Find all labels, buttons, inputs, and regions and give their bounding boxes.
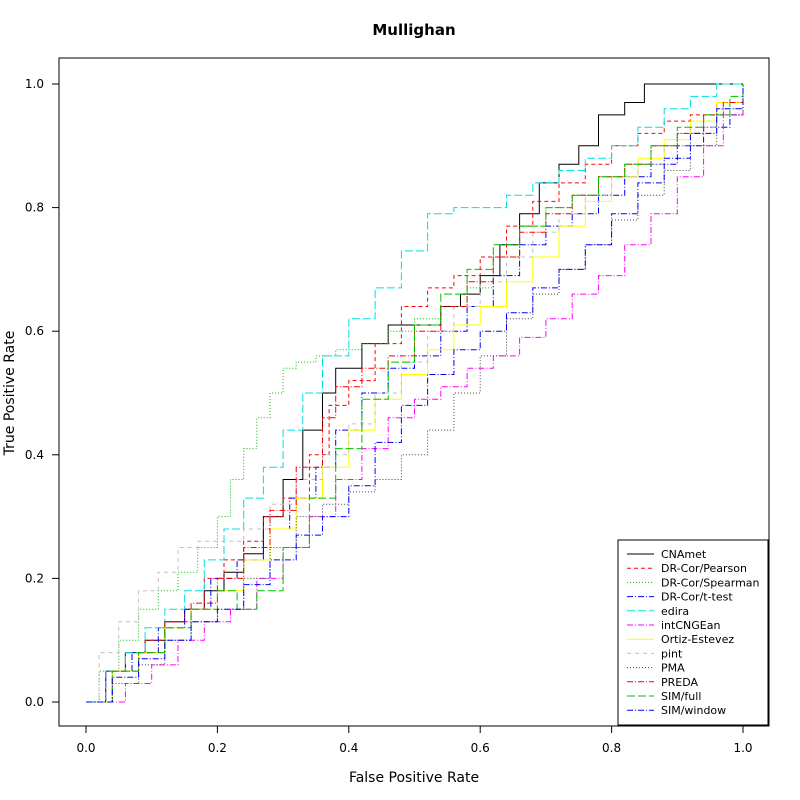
series-line-dr-cor-pearson [86, 84, 744, 703]
legend-label: DR-Cor/Spearman [661, 576, 760, 589]
legend-label: DR-Cor/Pearson [661, 562, 747, 575]
legend-box [617, 539, 769, 726]
x-tick-label: 0.6 [471, 741, 490, 755]
series-lines [86, 83, 744, 703]
x-axis: 0.0 0.2 0.4 0.6 0.8 1.0 [76, 725, 753, 755]
series-line-dr-cor-spearman [86, 84, 744, 703]
series-line-intcngean [86, 84, 744, 703]
legend-label: SIM/window [661, 704, 726, 717]
series-line-sim-full [86, 84, 744, 703]
y-axis: 0.0 0.2 0.4 0.6 0.8 1.0 [25, 77, 60, 709]
y-tick-label: 0.4 [25, 448, 44, 462]
legend-label: edira [661, 605, 689, 618]
x-tick-label: 0.4 [339, 741, 358, 755]
legend-label: PREDA [661, 676, 699, 689]
y-tick-label: 0.2 [25, 571, 44, 585]
series-line-pint [86, 84, 744, 703]
chart-title: Mullighan [372, 21, 455, 39]
legend-label: SIM/full [661, 690, 701, 703]
y-tick-label: 0.6 [25, 324, 44, 338]
y-tick-label: 0.8 [25, 201, 44, 215]
x-tick-label: 0.2 [208, 741, 227, 755]
x-tick-label: 0.0 [76, 741, 95, 755]
legend-label: CNAmet [661, 548, 707, 561]
legend-label: PMA [661, 662, 685, 675]
y-tick-label: 1.0 [25, 77, 44, 91]
legend-label: intCNGEan [661, 619, 720, 632]
legend-label: DR-Cor/t-test [661, 591, 733, 604]
legend-label: Ortiz-Estevez [661, 633, 734, 646]
x-tick-label: 0.8 [602, 741, 621, 755]
x-tick-label: 1.0 [733, 741, 752, 755]
series-line-sim-window [86, 84, 744, 703]
y-tick-label: 0.0 [25, 695, 44, 709]
series-line-edira [86, 83, 743, 703]
x-axis-label: False Positive Rate [349, 770, 479, 786]
legend-label: pint [661, 647, 683, 660]
y-axis-label: True Positive Rate [2, 331, 18, 457]
